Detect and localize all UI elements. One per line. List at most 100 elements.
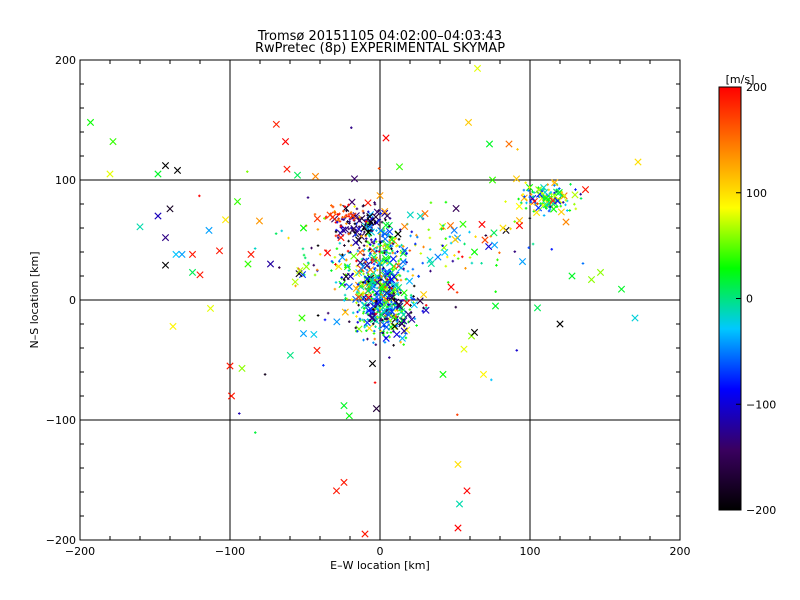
data-point-plus [509,227,512,231]
data-point-plus [347,232,351,236]
data-point-plus [322,364,325,367]
data-point-plus [515,349,519,352]
data-point-plus [411,274,415,277]
data-point-plus [306,196,310,199]
data-point-plus [341,253,344,257]
data-point-plus [348,222,351,225]
data-point-x [244,260,252,268]
data-point-plus [302,253,306,257]
data-point-x [178,250,186,258]
data-point-plus [382,229,386,233]
data-point-plus [528,195,532,199]
data-point-x [313,215,321,223]
data-point-plus [368,254,371,257]
data-point-plus [375,249,378,253]
data-point-plus [335,220,339,224]
y-axis-label: N–S location [km] [28,251,41,348]
data-point-plus [415,324,418,327]
data-point-plus [533,199,537,203]
data-point-plus [375,229,378,232]
data-point-x [377,227,385,235]
data-point-plus [549,191,553,194]
data-point-plus [333,211,337,214]
data-point-x [272,120,280,128]
data-point-plus [368,284,371,288]
data-point-x [350,175,359,183]
y-tick-label: 0 [69,294,76,307]
data-point-plus [542,187,546,191]
colorbar-tick-label: 200 [746,81,767,94]
data-point-plus [504,200,507,203]
data-point-plus [536,202,539,205]
data-point-plus [574,207,578,211]
data-point-plus [494,290,497,294]
data-point-plus [380,275,383,278]
colorbar-tick-label: 100 [746,187,767,200]
data-point-plus [371,290,375,294]
data-point-plus [393,297,396,301]
data-point-plus [386,319,390,323]
data-point-x [479,370,488,378]
data-point-plus [371,308,375,311]
data-point-plus [513,250,517,253]
data-point-plus [412,295,415,298]
data-point-plus [399,278,403,282]
data-point-x [383,243,391,251]
data-point-plus [348,231,352,235]
data-point-x [255,217,264,225]
data-point-plus [568,209,572,212]
data-point-plus [402,245,405,248]
data-point-x [452,204,460,213]
data-point-plus [358,308,361,312]
data-point-x [596,268,605,276]
data-point-plus [480,261,483,265]
data-point-plus [379,317,383,321]
data-point-plus [355,301,358,305]
data-point-plus [548,205,552,209]
data-point-x [381,270,389,278]
data-point-plus [347,239,350,243]
data-point-plus [374,343,378,347]
data-point-plus [361,301,364,305]
data-point-plus [370,240,374,244]
data-point-plus [394,313,397,317]
data-point-x [299,330,308,338]
data-point-plus [391,249,394,253]
data-point-x [364,293,373,302]
data-point-plus [451,259,455,263]
data-point-plus [406,269,410,273]
data-point-x [372,405,380,413]
data-point-x [470,248,479,256]
data-point-plus [378,218,382,221]
y-axis-ticks: −200 −100 0 100 200 [46,54,680,547]
data-point-x [364,199,372,207]
data-point-x [438,222,447,231]
data-point-plus [399,299,402,303]
data-point-plus [303,256,307,260]
data-point-x [329,213,337,221]
data-point-plus [448,235,452,239]
data-points [86,64,642,538]
data-point-plus [528,185,531,189]
data-point-x [515,222,524,230]
data-point-plus [470,261,474,265]
data-point-plus [357,303,360,307]
data-point-x [410,301,418,309]
data-point-plus [565,209,569,212]
data-point-plus [464,266,467,270]
data-point-plus [424,306,428,310]
data-point-plus [548,207,552,211]
data-point-x [562,218,570,226]
data-point-x [367,305,375,313]
x-tick-label: 0 [377,545,384,558]
data-point-plus [340,276,344,279]
data-point-plus [389,307,392,311]
data-point-plus [346,264,349,267]
data-point-x [379,307,388,315]
data-point-plus [474,235,477,238]
data-point-x [286,351,294,359]
data-point-plus [287,236,290,240]
data-point-plus [385,317,388,321]
data-point-plus [429,269,432,273]
data-point-plus [392,292,395,295]
